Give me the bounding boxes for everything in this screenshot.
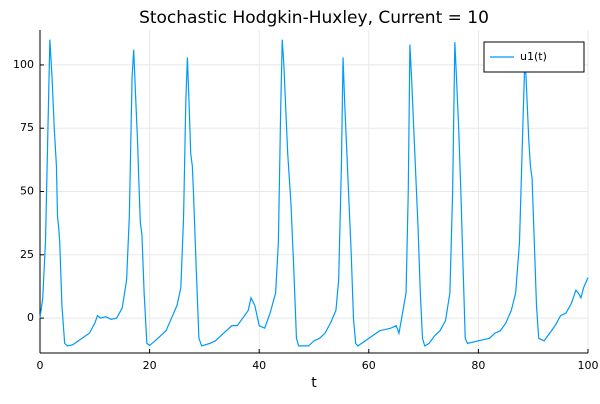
legend-label: u1(t): [520, 50, 547, 63]
data-line: [39, 39, 589, 347]
y-tick-label: 25: [20, 248, 34, 261]
y-tick-label: 0: [27, 311, 34, 324]
x-tick-label: 80: [471, 359, 485, 372]
x-tick-label: 60: [362, 359, 376, 372]
x-tick-label: 0: [37, 359, 44, 372]
x-tick-label: 20: [143, 359, 157, 372]
x-axis-label: t: [311, 375, 317, 391]
chart-title: Stochastic Hodgkin-Huxley, Current = 10: [139, 8, 489, 28]
y-tick-label: 50: [20, 185, 34, 198]
x-tick-label: 40: [252, 359, 266, 372]
x-tick-label: 100: [578, 359, 599, 372]
y-tick-label: 75: [20, 121, 34, 134]
y-tick-label: 100: [13, 58, 34, 71]
